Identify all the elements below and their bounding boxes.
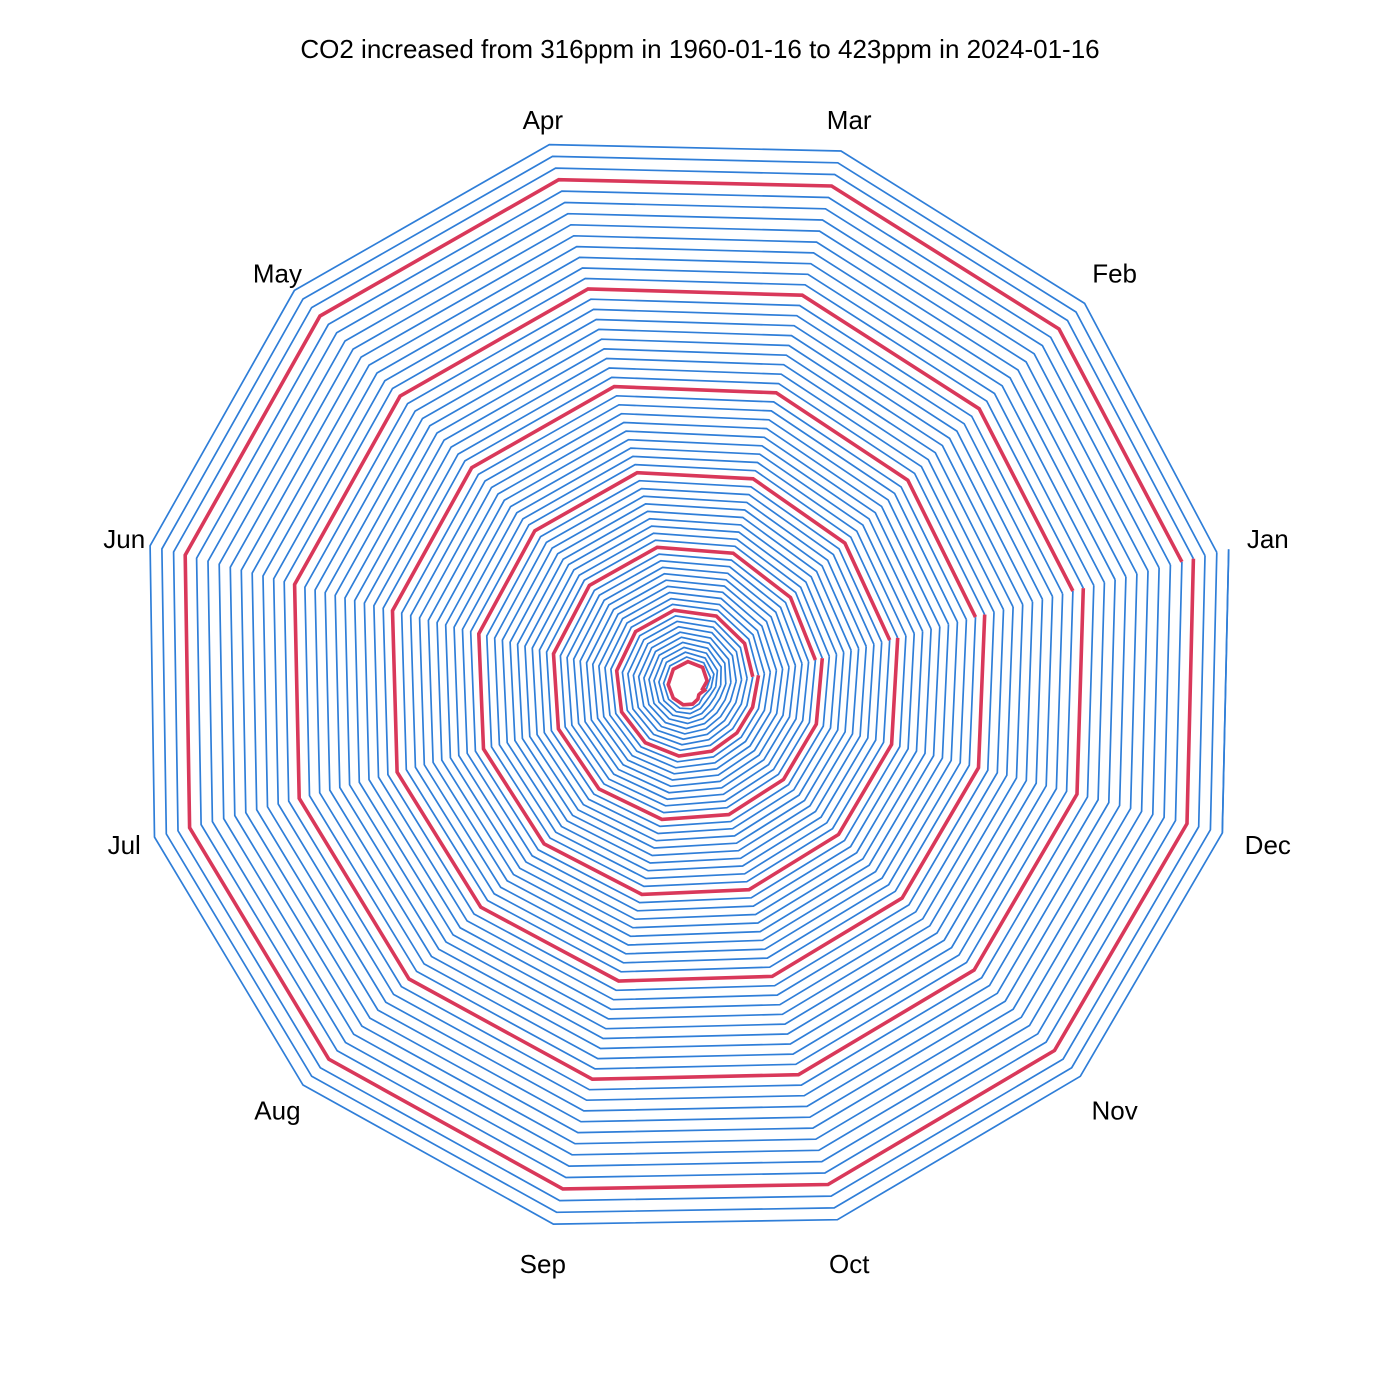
month-label-feb: Feb [1092,258,1137,288]
series-year-1980 [551,545,825,822]
series-year-1997 [418,412,959,955]
series-year-1978 [566,559,810,807]
series-year-2007 [324,318,1054,1050]
series-year-1981 [545,539,831,828]
series-year-2016 [229,223,1149,1145]
chart-title: CO2 increased from 316ppm in 1960-01-16 … [300,34,1100,64]
series-year-2002 [373,367,1005,1001]
series-year-1974 [591,585,784,781]
series-year-1968 [627,620,748,746]
series-year-2004 [353,348,1024,1020]
series-year-1995 [436,430,941,938]
series-year-2005 [344,338,1034,1030]
series-year-1985 [516,510,860,857]
series-year-1988 [493,487,883,880]
series-year-1992 [461,455,916,912]
series-year-2006 [334,328,1044,1040]
series-layer [149,143,1230,1225]
series-year-2003 [363,357,1014,1011]
series-year-1990 [476,470,900,897]
month-label-dec: Dec [1245,830,1291,860]
series-year-1991 [469,463,907,904]
series-year-1986 [509,503,868,864]
series-year-1969 [621,615,754,752]
month-label-mar: Mar [827,105,872,135]
series-year-2000 [390,384,987,983]
series-year-2023 [149,143,1230,1225]
series-year-2019 [195,190,1183,1179]
series-year-1999 [400,394,977,973]
series-year-1973 [598,591,778,775]
series-year-1962 [658,651,717,715]
series-year-1984 [524,517,852,849]
series-year-2014 [251,245,1127,1123]
month-label-jun: Jun [103,524,145,554]
series-year-1987 [501,495,875,872]
series-year-2020 [183,177,1196,1191]
series-year-1982 [538,532,838,835]
series-year-2013 [262,256,1116,1112]
highlight-layer [183,177,1196,1191]
series-year-1993 [453,447,924,921]
month-label-sep: Sep [520,1249,566,1279]
series-year-2018 [207,201,1172,1167]
series-year-1961 [662,656,712,710]
series-year-2001 [382,376,995,992]
series-year-1971 [610,603,766,763]
series-year-1983 [531,525,845,842]
series-year-2011 [283,277,1095,1091]
series-year-2010 [292,287,1086,1082]
series-year-1975 [585,579,790,788]
series-year-2015 [240,234,1138,1134]
series-year-1965 [643,636,732,730]
series-year-1996 [427,421,950,946]
series-year-1967 [632,625,743,741]
series-year-1976 [579,572,797,794]
month-label-jul: Jul [108,830,141,860]
series-year-1979 [559,553,817,814]
month-label-apr: Apr [523,105,564,135]
series-year-1963 [653,646,722,720]
month-label-may: May [253,258,302,288]
month-label-aug: Aug [254,1096,300,1126]
series-year-2009 [304,298,1074,1070]
series-year-1994 [444,438,932,929]
month-label-jan: Jan [1247,524,1289,554]
series-year-1977 [572,566,803,801]
series-year-2008 [314,308,1064,1060]
series-year-2017 [218,212,1160,1156]
series-year-1989 [485,479,891,888]
series-year-2021 [172,167,1206,1202]
series-end-segment [1221,549,1230,834]
month-labels: Jan Feb Mar Apr May Jun Jul Aug Sep Oct Nov Dec [103,105,1291,1279]
series-year-2012 [272,267,1106,1102]
series-year-2022 [161,155,1218,1214]
series-year-1960 [666,659,710,707]
series-year-1970 [614,608,761,758]
series-year-1964 [648,641,727,725]
month-label-nov: Nov [1091,1096,1137,1126]
series-year-1972 [604,597,772,769]
month-label-oct: Oct [829,1249,870,1279]
series-year-1998 [409,403,968,964]
series-year-1966 [637,631,738,735]
